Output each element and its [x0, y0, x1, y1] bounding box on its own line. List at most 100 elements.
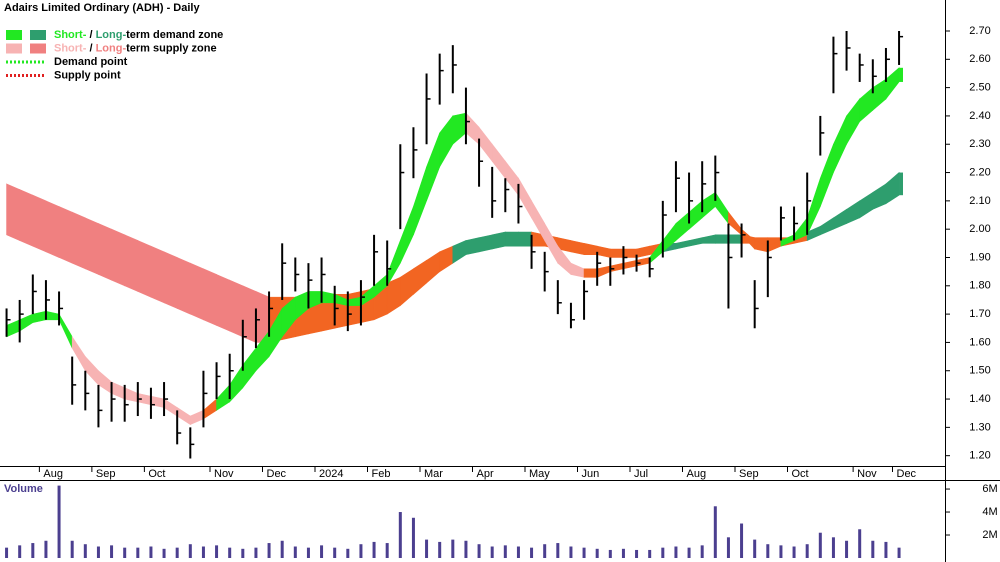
volume-bar: [44, 540, 48, 558]
y-tick-label: 1.20: [969, 450, 990, 462]
volume-bar: [858, 529, 862, 558]
volume-bar: [635, 549, 639, 558]
long-term-zone: [111, 228, 125, 287]
legend-part: Short-: [54, 42, 87, 54]
volume-bar: [149, 546, 153, 558]
y-tick-label: 2.60: [969, 53, 990, 65]
x-tick-label: Mar: [424, 468, 443, 480]
volume-bar: [779, 545, 783, 558]
long-term-zone: [229, 279, 244, 338]
y-tick-label: 2.00: [969, 223, 990, 235]
volume-bar: [372, 541, 376, 558]
legend-swatch: [6, 43, 22, 54]
long-term-zone: [176, 257, 191, 315]
x-tick-label: May: [529, 468, 550, 480]
legend-part: /: [86, 29, 95, 41]
volume-bar: [831, 537, 835, 558]
long-term-zone: [465, 237, 480, 256]
long-term-zone: [6, 183, 20, 241]
long-term-zone: [570, 240, 585, 256]
volume-bar: [254, 547, 258, 558]
long-term-zone: [19, 189, 34, 247]
x-tick-label: Aug: [687, 468, 707, 480]
volume-bar: [661, 547, 665, 558]
x-tick-label: Dec: [897, 468, 917, 480]
legend-label: Supply point: [54, 69, 121, 81]
y-tick-label: 1.40: [969, 393, 990, 405]
volume-bar: [884, 541, 888, 558]
y-tick-label: 2.70: [969, 25, 990, 37]
volume-bar: [320, 545, 324, 558]
x-tick-label: Sep: [739, 468, 759, 480]
y-tick-label: 1.80: [969, 280, 990, 292]
volume-bar: [608, 549, 612, 558]
volume-bar: [70, 540, 74, 558]
long-term-zone: [623, 248, 637, 258]
legend-part: /: [86, 42, 95, 54]
volume-bar: [280, 540, 284, 558]
volume-bar: [818, 532, 822, 558]
volume-bar: [543, 544, 547, 558]
short-term-zone: [583, 268, 598, 278]
volume-bar: [726, 537, 730, 558]
volume-bar: [464, 540, 468, 558]
x-tick-label: Jun: [582, 468, 600, 480]
volume-bar: [753, 539, 757, 558]
volume-bar: [346, 548, 350, 558]
legend-part: Long-: [96, 29, 127, 41]
long-term-zone: [98, 223, 112, 281]
volume-bar: [359, 544, 363, 558]
legend-label: Short- / Long-term demand zone: [54, 29, 223, 41]
long-term-zone: [58, 206, 73, 264]
volume-bar: [687, 547, 691, 558]
x-tick-label: Nov: [857, 468, 877, 480]
long-term-zone: [190, 262, 204, 321]
volume-bar: [241, 548, 245, 558]
long-term-zone: [203, 268, 217, 326]
legend-label: Short- / Long-term supply zone: [54, 42, 217, 54]
legend-label: Demand point: [54, 56, 128, 68]
volume-bar: [595, 548, 599, 558]
long-term-zone: [505, 231, 519, 247]
volume-bar: [398, 512, 402, 558]
volume-bar: [175, 547, 179, 558]
long-term-zone: [216, 274, 230, 332]
volume-bar: [582, 547, 586, 558]
y-tick-label: 1.90: [969, 251, 990, 263]
volume-bar: [700, 545, 704, 558]
volume-bar: [110, 545, 114, 558]
volume-bar: [805, 544, 809, 558]
volume-bar: [871, 540, 875, 558]
volume-bar: [136, 547, 140, 558]
y-tick-label: 1.50: [969, 365, 990, 377]
x-tick-label: Feb: [372, 468, 391, 480]
volume-bar: [621, 548, 625, 558]
long-term-zone: [71, 211, 86, 270]
legend-part: Long-: [96, 42, 127, 54]
long-term-zone: [150, 245, 165, 304]
volume-bar: [451, 539, 455, 558]
legend-swatch: [30, 30, 46, 40]
x-tick-label: Aug: [43, 468, 63, 480]
volume-bar: [201, 546, 205, 558]
volume-bar: [123, 547, 127, 558]
long-term-zone: [491, 231, 506, 250]
long-term-zone: [715, 234, 729, 244]
y-tick-label: 2.50: [969, 82, 990, 94]
volume-bar: [96, 546, 100, 558]
legend-swatch: [6, 30, 22, 40]
volume-bar: [556, 543, 560, 558]
volume-bar: [188, 544, 192, 558]
x-tick-label: Jul: [634, 468, 648, 480]
long-term-zone: [85, 217, 99, 275]
volume-tick-label: 6M: [982, 483, 997, 495]
x-tick-label: Apr: [477, 468, 494, 480]
long-term-zone: [610, 248, 624, 258]
volume-bar: [740, 523, 744, 558]
volume-bar: [792, 546, 796, 558]
short-term-zone: [899, 67, 903, 82]
volume-bar: [490, 546, 494, 558]
x-tick-label: 2024: [319, 468, 343, 480]
long-term-zone: [124, 234, 139, 292]
volume-bar: [31, 543, 35, 558]
